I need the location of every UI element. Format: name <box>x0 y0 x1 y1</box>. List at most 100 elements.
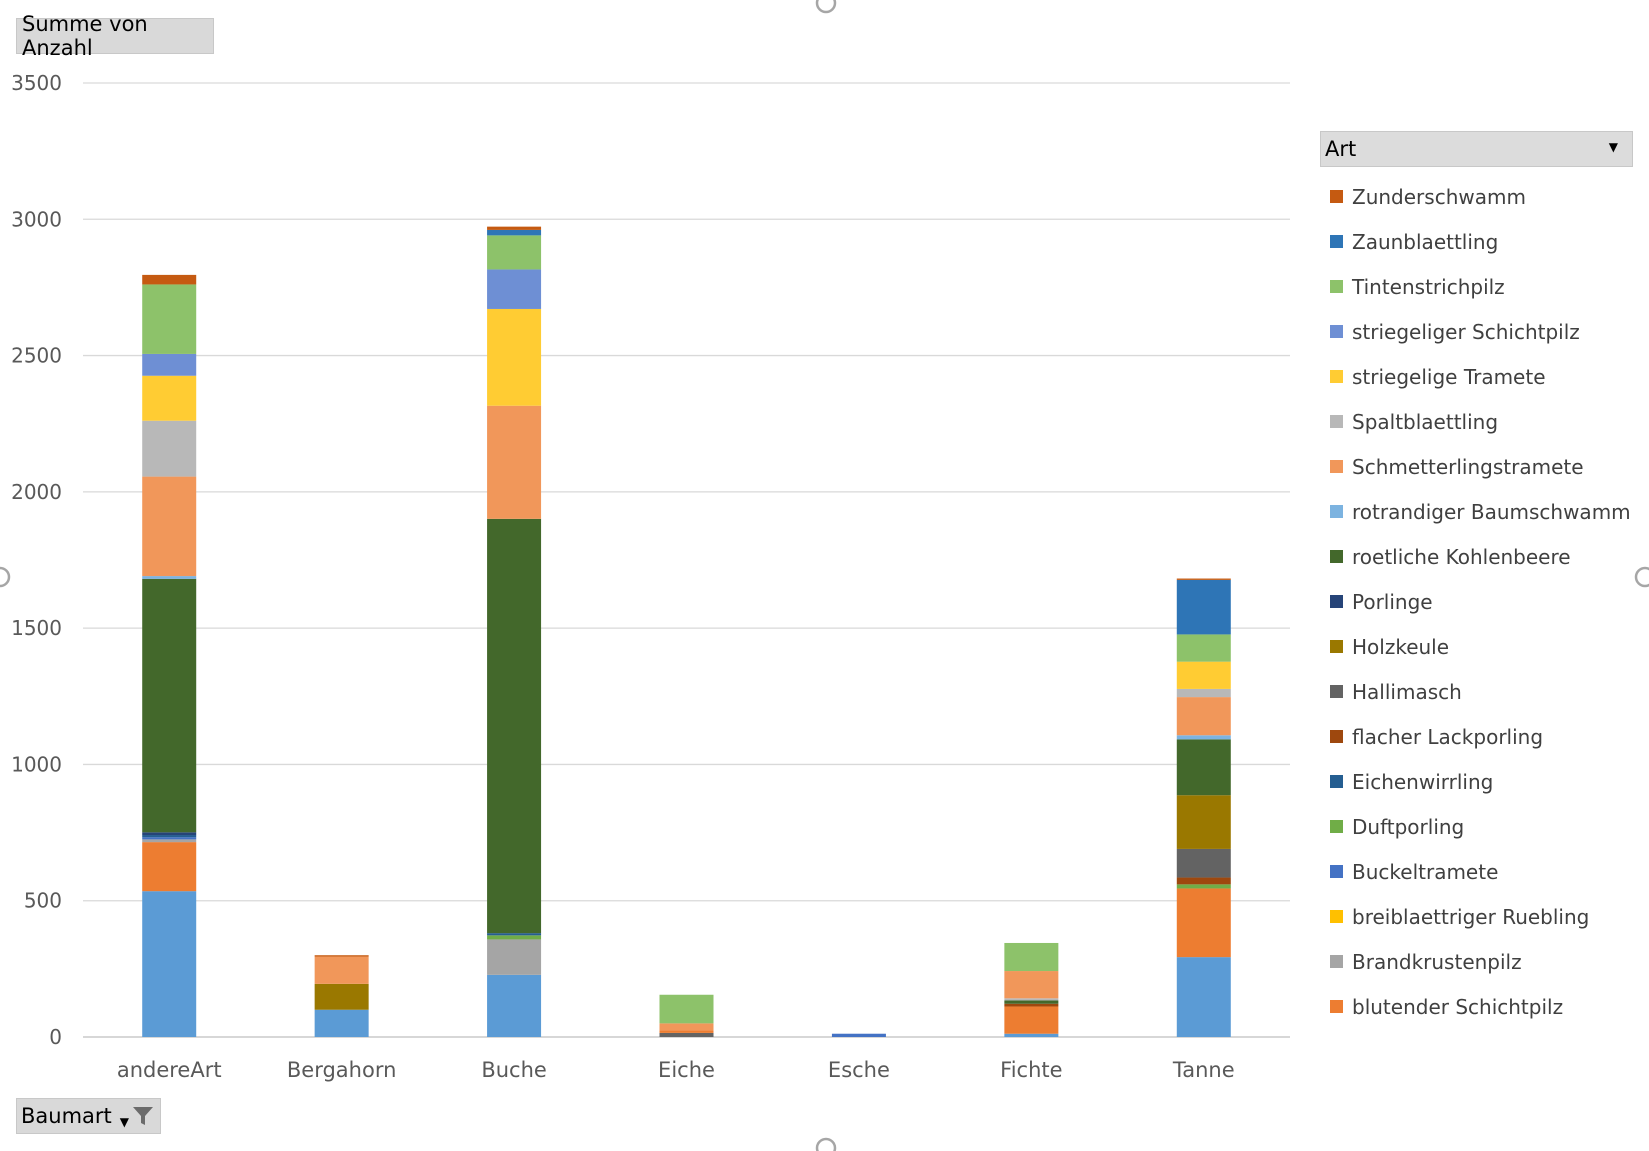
bar-segment[interactable] <box>487 933 541 935</box>
bar-segment[interactable] <box>142 275 196 285</box>
bar-segment[interactable] <box>1004 971 1058 998</box>
bar-segment[interactable] <box>315 955 369 956</box>
legend-item[interactable]: Buckeltramete <box>1330 849 1631 894</box>
bar-segment[interactable] <box>1004 1034 1058 1037</box>
bar-segment[interactable] <box>1004 998 1058 1000</box>
legend-label: Hallimasch <box>1352 680 1462 704</box>
dropdown-arrow-icon[interactable]: ▼ <box>120 1115 129 1129</box>
bar-segment[interactable] <box>1177 888 1231 957</box>
bar-segment[interactable] <box>487 230 541 235</box>
bar-segment[interactable] <box>1177 878 1231 885</box>
legend-field-button[interactable]: Art ▼ <box>1320 131 1633 167</box>
bar-segment[interactable] <box>315 984 369 1010</box>
legend-item[interactable]: blutender Schichtpilz <box>1330 984 1631 1029</box>
bar-segment[interactable] <box>315 957 369 984</box>
legend-item[interactable]: Holzkeule <box>1330 624 1631 669</box>
bar-segment[interactable] <box>1177 579 1231 580</box>
legend-item[interactable]: Schmetterlingstramete <box>1330 444 1631 489</box>
legend-swatch <box>1330 190 1343 203</box>
bar-segment[interactable] <box>1004 943 1058 971</box>
bar-segment[interactable] <box>487 309 541 406</box>
bar-segment[interactable] <box>142 354 196 376</box>
bar-segment[interactable] <box>142 837 196 839</box>
legend-item[interactable]: Hallimasch <box>1330 669 1631 714</box>
resize-handle[interactable] <box>817 0 835 12</box>
bar-segment[interactable] <box>142 284 196 354</box>
legend-swatch <box>1330 865 1343 878</box>
legend-label: rotrandiger Baumschwamm <box>1352 500 1631 524</box>
bar-segment[interactable] <box>1177 884 1231 888</box>
legend-item[interactable]: Tintenstrichpilz <box>1330 264 1631 309</box>
legend-label: Tintenstrichpilz <box>1352 275 1505 299</box>
resize-handle[interactable] <box>0 568 9 586</box>
legend-item[interactable]: flacher Lackporling <box>1330 714 1631 759</box>
bar-segment[interactable] <box>487 519 541 933</box>
bar-segment[interactable] <box>1177 739 1231 795</box>
bar-segment[interactable] <box>1177 662 1231 689</box>
bar-segment[interactable] <box>142 835 196 837</box>
bar-segment[interactable] <box>1177 689 1231 697</box>
bar-segment[interactable] <box>1177 735 1231 739</box>
legend-label: blutender Schichtpilz <box>1352 995 1563 1019</box>
y-tick-label: 3000 <box>11 207 62 231</box>
bar-segment[interactable] <box>142 839 196 842</box>
bar-segment[interactable] <box>1004 1000 1058 1003</box>
bar-segment[interactable] <box>1177 634 1231 661</box>
bar-segment[interactable] <box>142 842 196 891</box>
legend-swatch <box>1330 775 1343 788</box>
bars <box>142 227 1231 1037</box>
bar-segment[interactable] <box>487 935 541 939</box>
bar-segment[interactable] <box>487 227 541 230</box>
bar-segment[interactable] <box>142 832 196 835</box>
bar-segment[interactable] <box>142 891 196 1037</box>
legend-item[interactable]: Eichenwirrling <box>1330 759 1631 804</box>
bar-segment[interactable] <box>1177 697 1231 735</box>
legend-swatch <box>1330 640 1343 653</box>
y-tick-label: 3500 <box>11 71 62 95</box>
legend-item[interactable]: breiblaettriger Ruebling <box>1330 894 1631 939</box>
legend-swatch <box>1330 460 1343 473</box>
bar-segment[interactable] <box>1177 849 1231 878</box>
bar-segment[interactable] <box>142 576 196 579</box>
legend-item[interactable]: Porlinge <box>1330 579 1631 624</box>
legend-item[interactable]: Spaltblaettling <box>1330 399 1631 444</box>
bar-segment[interactable] <box>487 975 541 1037</box>
resize-handle[interactable] <box>1636 568 1649 586</box>
bar-segment[interactable] <box>487 235 541 269</box>
x-tick-label: Buche <box>481 1058 547 1082</box>
bar-segment[interactable] <box>142 477 196 576</box>
bar-segment[interactable] <box>142 376 196 421</box>
legend-item[interactable]: striegelige Tramete <box>1330 354 1631 399</box>
legend-item[interactable]: Duftporling <box>1330 804 1631 849</box>
dropdown-arrow-icon[interactable]: ▼ <box>1609 140 1618 154</box>
bar-segment[interactable] <box>1177 957 1231 1037</box>
resize-handle[interactable] <box>817 1139 835 1151</box>
bar-segment[interactable] <box>487 406 541 519</box>
legend-item[interactable]: Zunderschwamm <box>1330 174 1631 219</box>
bar-segment[interactable] <box>1004 1004 1058 1007</box>
legend-item[interactable]: striegeliger Schichtpilz <box>1330 309 1631 354</box>
legend-item[interactable]: Brandkrustenpilz <box>1330 939 1631 984</box>
legend-item[interactable]: rotrandiger Baumschwamm <box>1330 489 1631 534</box>
value-field-button[interactable]: Summe von Anzahl <box>16 18 214 54</box>
bar-segment[interactable] <box>660 995 714 1024</box>
bar-segment[interactable] <box>660 1033 714 1037</box>
bar-segment[interactable] <box>315 1010 369 1037</box>
filter-field-button[interactable]: Baumart ▼ <box>16 1098 161 1134</box>
bar-segment[interactable] <box>487 269 541 309</box>
bar-segment[interactable] <box>660 1030 714 1033</box>
legend-label: Eichenwirrling <box>1352 770 1493 794</box>
legend-label: Duftporling <box>1352 815 1464 839</box>
legend-label: breiblaettriger Ruebling <box>1352 905 1589 929</box>
bar-segment[interactable] <box>832 1034 886 1037</box>
bar-segment[interactable] <box>1177 580 1231 635</box>
bar-segment[interactable] <box>1004 1006 1058 1033</box>
bar-segment[interactable] <box>142 579 196 832</box>
bar-segment[interactable] <box>487 939 541 974</box>
bar-segment[interactable] <box>142 421 196 477</box>
legend-item[interactable]: Zaunblaettling <box>1330 219 1631 264</box>
legend-item[interactable]: roetliche Kohlenbeere <box>1330 534 1631 579</box>
bar-segment[interactable] <box>1177 795 1231 849</box>
bar-segment[interactable] <box>660 1023 714 1030</box>
filter-funnel-icon[interactable] <box>131 1104 155 1128</box>
